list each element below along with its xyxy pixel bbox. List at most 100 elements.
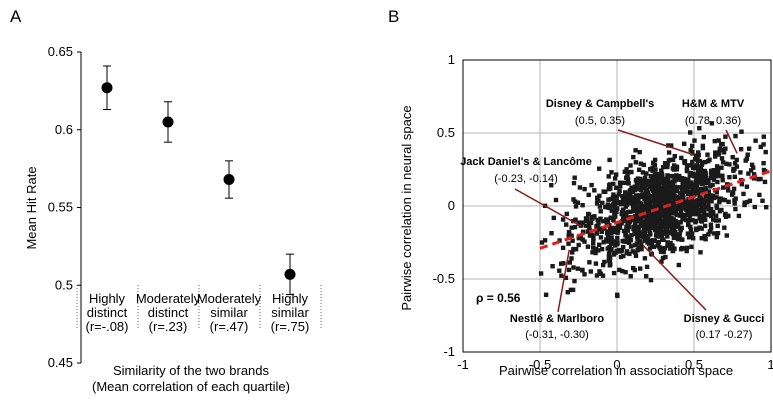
scatter-point	[732, 198, 737, 203]
scatter-point	[678, 177, 683, 182]
scatter-point	[719, 207, 724, 213]
scatter-point	[635, 232, 641, 238]
scatter-point	[623, 198, 628, 203]
scatter-point	[684, 207, 690, 212]
scatter-point	[605, 233, 611, 238]
scatter-point	[697, 126, 702, 131]
scatter-point	[674, 232, 679, 237]
annotation-coords: (-0.31, -0.30)	[525, 329, 589, 341]
scatter-point	[686, 218, 691, 223]
panel-b-y-tick-label: 0.5	[437, 125, 455, 140]
scatter-point	[614, 194, 620, 199]
scatter-point	[557, 268, 562, 273]
scatter-point	[609, 230, 614, 236]
scatter-point	[711, 195, 716, 201]
scatter-point	[711, 217, 716, 222]
scatter-point	[609, 170, 614, 175]
scatter-point	[741, 191, 746, 197]
annotation-arrow	[725, 129, 738, 154]
scatter-point	[588, 269, 593, 274]
scatter-point	[557, 238, 562, 243]
scatter-point	[576, 242, 581, 248]
scatter-point	[587, 233, 593, 238]
scatter-point	[604, 217, 609, 222]
scatter-point	[680, 191, 685, 196]
scatter-point	[597, 166, 602, 171]
scatter-point	[665, 221, 670, 226]
scatter-point	[652, 157, 658, 163]
scatter-point	[706, 196, 711, 201]
scatter-point	[633, 250, 638, 255]
scatter-point	[687, 163, 692, 168]
scatter-point	[714, 234, 719, 240]
scatter-point	[645, 195, 650, 200]
panel-a-category-label: Highly	[272, 291, 309, 306]
scatter-point	[698, 218, 704, 224]
panel-a-data-point	[223, 174, 235, 186]
panel-a-x-axis-label-line1: Similarity of the two brands	[113, 363, 270, 378]
scatter-point	[696, 167, 701, 172]
scatter-point	[668, 230, 673, 235]
scatter-point	[675, 202, 680, 207]
scatter-point	[662, 246, 668, 251]
scatter-point	[703, 193, 709, 199]
scatter-point	[738, 147, 744, 152]
scatter-point	[639, 182, 644, 188]
scatter-point	[671, 204, 677, 209]
scatter-point	[699, 162, 705, 167]
scatter-point	[585, 216, 590, 222]
scatter-point	[646, 182, 651, 188]
scatter-point	[620, 268, 625, 274]
scatter-point	[688, 227, 694, 232]
scatter-point	[569, 256, 574, 261]
scatter-point	[758, 144, 763, 150]
panel-a-category-label: (r=.23)	[149, 319, 188, 334]
scatter-point	[731, 186, 737, 191]
scatter-point	[644, 274, 649, 279]
scatter-point	[719, 165, 724, 170]
scatter-point	[708, 222, 714, 227]
scatter-point	[614, 198, 619, 204]
scatter-point	[628, 198, 633, 203]
scatter-point	[699, 168, 704, 173]
scatter-point	[657, 245, 662, 250]
scatter-point	[596, 248, 601, 253]
scatter-point	[690, 205, 695, 210]
scatter-point	[606, 255, 612, 260]
scatter-point	[693, 187, 698, 192]
scatter-point	[678, 220, 683, 225]
scatter-point	[636, 218, 641, 224]
scatter-point	[648, 204, 654, 209]
panel-a-y-axis-label: Mean Hit Rate	[24, 166, 39, 249]
scatter-point	[748, 168, 754, 173]
scatter-point	[664, 181, 669, 186]
scatter-point	[608, 215, 613, 221]
scatter-point	[657, 228, 663, 234]
scatter-point	[642, 236, 648, 241]
scatter-point	[745, 199, 750, 205]
scatter-point	[572, 175, 577, 180]
scatter-point	[634, 182, 639, 187]
scatter-point	[688, 147, 693, 153]
scatter-point	[667, 246, 673, 251]
scatter-point	[615, 230, 620, 235]
scatter-point	[606, 186, 611, 192]
scatter-point	[622, 239, 627, 244]
panel-b-label: B	[388, 7, 399, 26]
scatter-point	[753, 138, 758, 143]
scatter-point	[586, 192, 591, 198]
panel-a-chart: A Mean Hit Rate Similarity of the two br…	[10, 7, 322, 394]
scatter-point	[611, 217, 616, 222]
scatter-point	[715, 223, 720, 229]
scatter-point	[582, 239, 587, 244]
scatter-point	[625, 194, 630, 199]
scatter-point	[705, 212, 710, 218]
scatter-point	[625, 221, 630, 227]
scatter-point	[570, 250, 575, 255]
annotation-title: Nestlé & Marlboro	[510, 313, 604, 325]
scatter-point	[571, 180, 577, 186]
scatter-point	[587, 223, 592, 228]
scatter-point	[622, 169, 627, 174]
scatter-point	[711, 231, 717, 236]
scatter-point	[715, 179, 720, 185]
